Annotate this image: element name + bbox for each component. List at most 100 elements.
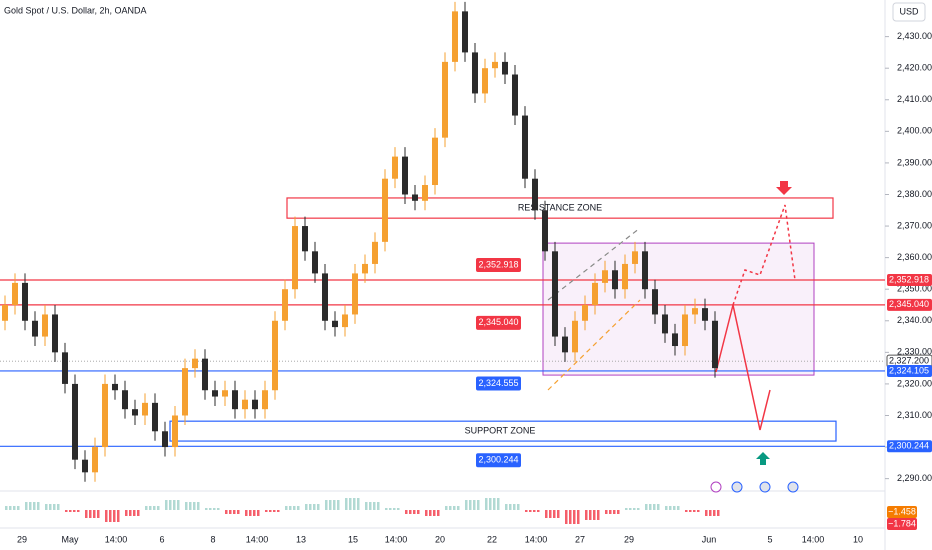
osc-bar — [405, 510, 408, 514]
osc-bar — [73, 510, 76, 512]
osc-bar — [153, 506, 156, 510]
candle-body — [122, 390, 128, 410]
osc-bar — [277, 510, 280, 512]
candle-body — [592, 282, 598, 305]
osc-bar — [665, 506, 668, 510]
candle-body — [332, 320, 338, 328]
osc-bar — [289, 506, 292, 510]
osc-bar — [25, 502, 28, 510]
osc-bar — [305, 504, 308, 510]
zone — [286, 197, 834, 219]
candle-body — [512, 74, 518, 116]
osc-bar — [213, 508, 216, 510]
osc-bar — [705, 510, 708, 516]
osc-bar — [449, 506, 452, 510]
x-tick-label: 29 — [17, 534, 27, 544]
level-label: 2,327.200 — [889, 356, 929, 366]
osc-bar — [33, 502, 36, 510]
osc-bar — [593, 510, 596, 520]
osc-bar — [429, 510, 432, 516]
osc-bar — [273, 510, 276, 512]
candle-body — [302, 226, 308, 252]
osc-bar — [37, 502, 40, 510]
osc-bar — [145, 506, 148, 510]
event-icon[interactable] — [787, 481, 799, 493]
candle-body — [422, 185, 428, 201]
y-tick-label: 2,350.000 — [897, 284, 932, 294]
candle-body — [682, 314, 688, 347]
osc-bar — [437, 510, 440, 516]
y-tick-label: 2,400.000 — [897, 126, 932, 136]
osc-bar — [253, 510, 256, 516]
y-tick-label: 2,380.000 — [897, 189, 932, 199]
osc-bar — [377, 502, 380, 510]
osc-bar — [117, 510, 120, 522]
osc-bar — [97, 510, 100, 518]
osc-label: −1.784 — [888, 518, 916, 528]
zone-label: RESISTANCE ZONE — [518, 202, 602, 212]
osc-bar — [269, 510, 272, 512]
osc-bar — [353, 498, 356, 510]
x-tick-label: 6 — [159, 534, 164, 544]
candle-body — [482, 68, 488, 94]
osc-bar — [497, 498, 500, 510]
osc-bar — [169, 500, 172, 510]
candle-body — [142, 402, 148, 416]
x-tick-label: 8 — [210, 534, 215, 544]
candle-body — [342, 314, 348, 328]
osc-bar — [233, 510, 236, 514]
osc-bar — [413, 510, 416, 514]
candle-body — [602, 270, 608, 283]
osc-bar — [509, 504, 512, 510]
x-tick-label: 29 — [624, 534, 634, 544]
currency[interactable]: USD — [899, 6, 919, 16]
candle-body — [22, 282, 28, 321]
candle-body — [42, 314, 48, 337]
osc-bar — [553, 510, 556, 518]
candle-body — [92, 447, 98, 473]
osc-bar — [137, 510, 140, 516]
osc-bar — [245, 510, 248, 516]
candle-body — [632, 251, 638, 264]
osc-bar — [85, 510, 88, 518]
osc-bar — [649, 504, 652, 510]
event-icon[interactable] — [710, 481, 722, 493]
level-badge — [887, 440, 932, 453]
event-icon[interactable] — [731, 481, 743, 493]
osc-bar — [709, 510, 712, 516]
currency-button[interactable] — [892, 2, 926, 22]
osc-bar — [329, 500, 332, 510]
x-tick-label: 5 — [767, 534, 772, 544]
event-icon[interactable] — [759, 481, 771, 493]
x-tick-label: 27 — [575, 534, 585, 544]
osc-bar — [177, 500, 180, 510]
level-label: 2,352.918 — [889, 274, 929, 284]
osc-bar — [325, 500, 328, 510]
osc-bar — [673, 506, 676, 510]
y-tick-label: 2,360.000 — [897, 252, 932, 262]
price-tag — [476, 453, 521, 468]
candle-body — [352, 273, 358, 315]
candle-body — [262, 390, 268, 410]
y-tick-label: 2,390.000 — [897, 157, 932, 167]
osc-bar — [265, 510, 268, 512]
candle-body — [712, 320, 718, 369]
chart-title: Gold Spot / U.S. Dollar, 2h, OANDA — [4, 5, 147, 15]
candle-body — [312, 251, 318, 274]
osc-bar — [225, 510, 228, 514]
candle-body — [232, 390, 238, 410]
y-tick-label: 2,340.000 — [897, 315, 932, 325]
y-tick-label: 2,320.000 — [897, 378, 932, 388]
candle-body — [442, 61, 448, 138]
osc-bar — [105, 510, 108, 522]
osc-bar — [609, 510, 612, 514]
candle-body — [162, 431, 168, 448]
osc-bar — [557, 510, 560, 518]
osc-bar — [505, 504, 508, 510]
candle-body — [252, 399, 258, 410]
osc-bar — [165, 500, 168, 510]
candle-body — [322, 273, 328, 321]
zone-label: SUPPORT ZONE — [465, 425, 536, 435]
x-tick-label: May — [61, 534, 79, 544]
